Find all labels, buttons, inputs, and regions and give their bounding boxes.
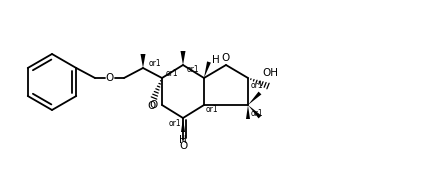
Text: or1: or1: [251, 81, 264, 90]
Text: or1: or1: [149, 60, 161, 69]
Text: H: H: [212, 55, 220, 65]
Text: H: H: [179, 135, 187, 145]
Polygon shape: [181, 51, 185, 65]
Polygon shape: [181, 118, 185, 132]
Polygon shape: [141, 54, 145, 68]
Text: O: O: [222, 53, 230, 63]
Polygon shape: [204, 61, 211, 78]
Polygon shape: [246, 105, 250, 119]
Polygon shape: [248, 105, 261, 118]
Text: OH: OH: [262, 68, 278, 78]
Text: or1: or1: [166, 69, 178, 78]
Polygon shape: [248, 92, 261, 105]
Text: O: O: [179, 141, 187, 151]
Text: or1: or1: [206, 105, 218, 114]
Text: O: O: [148, 101, 156, 111]
Text: O: O: [106, 73, 114, 83]
Text: or1: or1: [169, 118, 181, 127]
Text: O: O: [150, 100, 158, 110]
Text: or1: or1: [187, 65, 200, 74]
Text: or1: or1: [251, 108, 264, 118]
